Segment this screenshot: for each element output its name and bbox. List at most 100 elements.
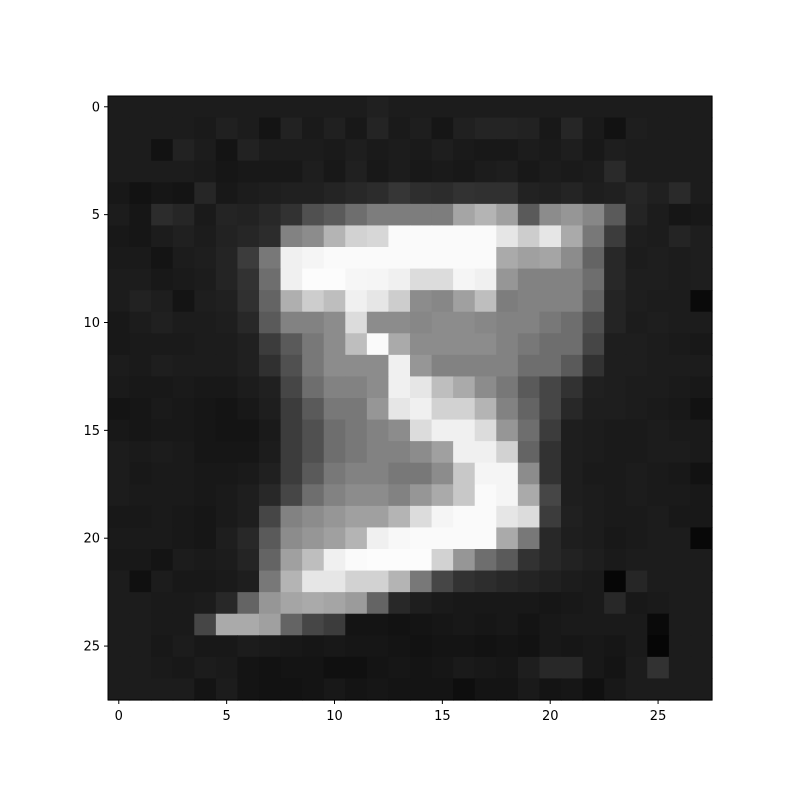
heatmap-cell [172, 462, 195, 485]
heatmap-cell [539, 376, 562, 399]
heatmap-cell [323, 247, 346, 270]
heatmap-cell [151, 613, 174, 636]
heatmap-cell [280, 570, 303, 593]
heatmap-cell [604, 160, 627, 183]
heatmap-cell [366, 462, 390, 485]
heatmap-cell [129, 333, 152, 356]
heatmap-cell [302, 290, 325, 313]
heatmap-cell [690, 462, 713, 485]
heatmap-cell [323, 635, 346, 658]
heatmap-cell [215, 333, 239, 356]
heatmap-cell [604, 462, 627, 485]
heatmap-cell [345, 268, 368, 291]
heatmap-cell [323, 398, 346, 421]
heatmap-cell [496, 160, 519, 183]
heatmap-cell [453, 549, 476, 572]
heatmap-cell [151, 203, 174, 227]
heatmap-cell [582, 527, 605, 550]
heatmap-cell [604, 527, 627, 550]
heatmap-cell [539, 333, 562, 356]
heatmap-cell [172, 376, 195, 399]
heatmap-cell [151, 333, 174, 356]
heatmap-cell [668, 613, 692, 636]
heatmap-cell [561, 592, 584, 615]
heatmap-cell [582, 570, 605, 593]
heatmap-cell [474, 139, 497, 162]
heatmap-cell [431, 225, 454, 248]
heatmap-cell [647, 333, 670, 356]
heatmap-cell [453, 419, 476, 442]
heatmap-cell [690, 333, 713, 356]
heatmap-cell [474, 160, 497, 183]
heatmap-cell [259, 203, 282, 227]
heatmap-cell [215, 441, 239, 464]
heatmap-cell [604, 678, 627, 701]
heatmap-cell [259, 268, 282, 291]
heatmap-cell [215, 549, 239, 572]
heatmap-cell [215, 225, 239, 248]
heatmap-cell [410, 592, 433, 615]
heatmap-cell [496, 505, 519, 529]
heatmap-cell [302, 613, 325, 636]
heatmap-cell [668, 441, 692, 464]
heatmap-cell [647, 570, 670, 593]
heatmap-cell [388, 225, 411, 248]
heatmap-cell [453, 505, 476, 529]
heatmap-cell [625, 203, 648, 227]
heatmap-cell [388, 678, 411, 701]
heatmap-cell [108, 635, 131, 658]
heatmap-cell [108, 354, 131, 378]
heatmap-cell [647, 613, 670, 636]
heatmap-cell [323, 182, 346, 205]
heatmap-cell [323, 592, 346, 615]
heatmap-cell [410, 505, 433, 529]
heatmap-cell [259, 96, 282, 119]
heatmap-cell [496, 441, 519, 464]
heatmap-cell [690, 398, 713, 421]
heatmap-cell [582, 613, 605, 636]
heatmap-cell [431, 613, 454, 636]
heatmap-cell [453, 398, 476, 421]
heatmap-cell [647, 419, 670, 442]
heatmap-cell [625, 225, 648, 248]
heatmap-cell [237, 613, 260, 636]
heatmap-cell [431, 247, 454, 270]
heatmap-cell [280, 462, 303, 485]
heatmap-cell [431, 441, 454, 464]
heatmap-cell [108, 160, 131, 183]
heatmap-cell [345, 117, 368, 140]
x-tick-label: 25 [650, 709, 667, 724]
heatmap-cell [668, 419, 692, 442]
heatmap-cell [453, 441, 476, 464]
heatmap-cell [410, 247, 433, 270]
heatmap-cell [539, 635, 562, 658]
heatmap-cell [215, 354, 239, 378]
heatmap-cell [129, 311, 152, 334]
heatmap-cell [194, 398, 217, 421]
heatmap-cell [668, 376, 692, 399]
heatmap-cell [582, 419, 605, 442]
heatmap-cell [366, 441, 390, 464]
heatmap-cell [237, 333, 260, 356]
heatmap-cell [647, 505, 670, 529]
heatmap-cell [302, 225, 325, 248]
heatmap-cell [539, 570, 562, 593]
heatmap-cell [215, 570, 239, 593]
heatmap-cell [496, 678, 519, 701]
heatmap-cell [539, 117, 562, 140]
heatmap-cell [496, 635, 519, 658]
y-tick-label: 15 [83, 424, 100, 439]
heatmap-cell [237, 484, 260, 507]
heatmap-cell [151, 182, 174, 205]
heatmap-cell [453, 462, 476, 485]
heatmap-cell [517, 225, 541, 248]
heatmap-cell [151, 376, 174, 399]
heatmap-cell [517, 117, 541, 140]
y-tick-label: 0 [92, 100, 100, 115]
heatmap-cell [366, 484, 390, 507]
heatmap-cell [582, 549, 605, 572]
heatmap-cell [151, 635, 174, 658]
heatmap-cell [668, 96, 692, 119]
heatmap-cell [194, 656, 217, 680]
heatmap-cell [366, 678, 390, 701]
